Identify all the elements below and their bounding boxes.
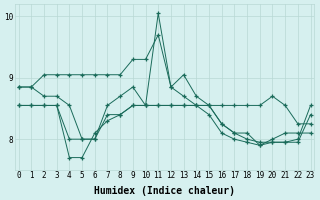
X-axis label: Humidex (Indice chaleur): Humidex (Indice chaleur)	[94, 186, 235, 196]
